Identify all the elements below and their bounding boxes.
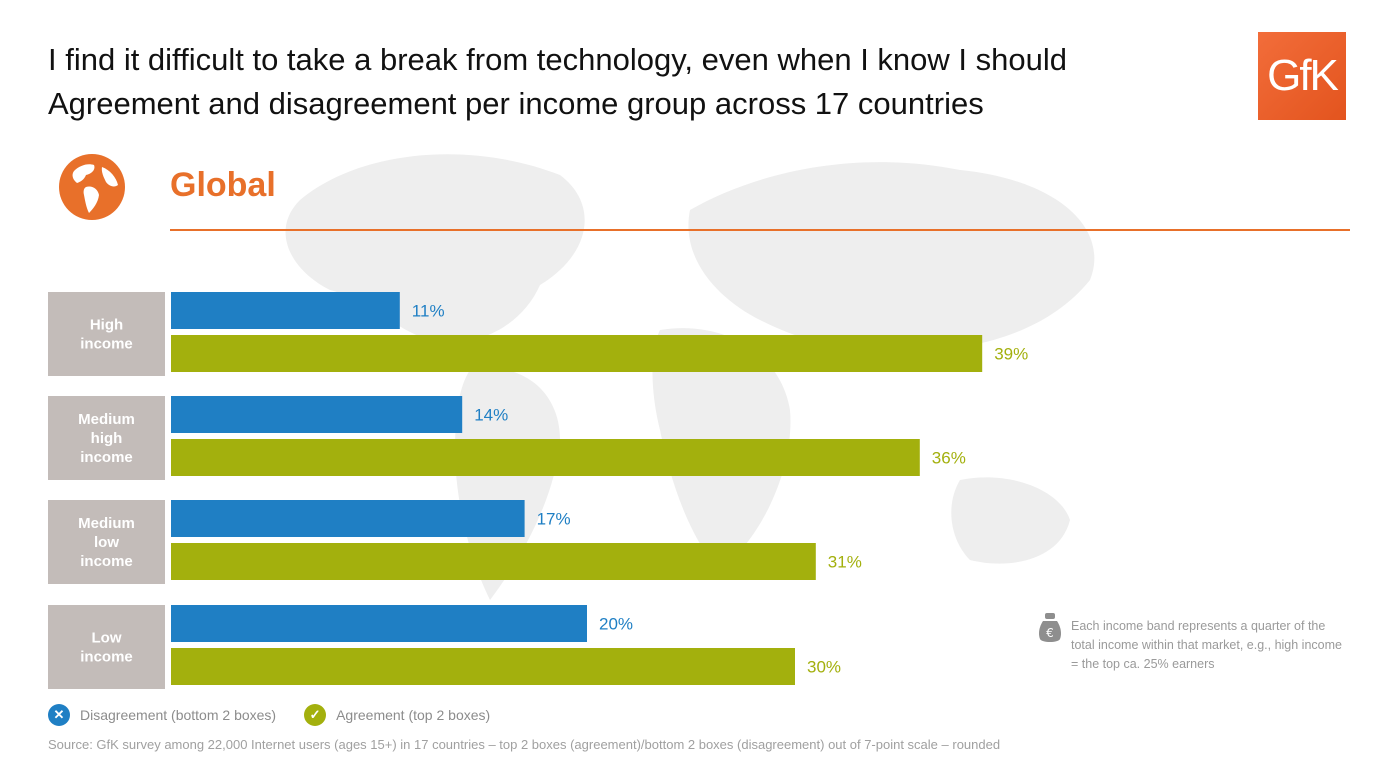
category-box (48, 396, 165, 480)
category-label: High (90, 317, 123, 334)
data-label-disagreement: 14% (474, 406, 508, 425)
region-divider (170, 229, 1350, 231)
gfk-logo: GfK (1258, 32, 1346, 120)
category-label: high (91, 430, 123, 447)
svg-text:€: € (1046, 626, 1054, 640)
title-line-2: Agreement and disagreement per income gr… (48, 86, 984, 121)
title-line-1: I find it difficult to take a break from… (48, 42, 1067, 77)
bar-disagreement (171, 605, 587, 642)
income-band-note: Each income band represents a quarter of… (1071, 619, 1342, 671)
bar-agreement (171, 648, 795, 685)
category-box (48, 500, 165, 584)
bar-agreement (171, 439, 920, 476)
category-box (48, 605, 165, 689)
legend-item-agreement: ✓ Agreement (top 2 boxes) (304, 704, 490, 726)
category-label: Medium (78, 515, 135, 532)
legend-item-disagreement: ✕ Disagreement (bottom 2 boxes) (48, 704, 276, 726)
legend-label-agreement: Agreement (top 2 boxes) (336, 707, 491, 723)
category-label: low (94, 534, 119, 551)
bar-disagreement (171, 292, 400, 329)
chart-legend: ✕ Disagreement (bottom 2 boxes) ✓ Agreem… (48, 704, 518, 726)
source-note: Source: GfK survey among 22,000 Internet… (48, 737, 1001, 752)
category-label: income (80, 553, 133, 570)
logo-text: GfK (1267, 51, 1339, 100)
category-label: income (80, 449, 133, 466)
data-label-disagreement: 11% (412, 302, 445, 321)
data-label-agreement: 39% (994, 345, 1028, 364)
check-icon: ✓ (304, 704, 327, 726)
legend-label-disagreement: Disagreement (bottom 2 boxes) (80, 707, 277, 723)
category-label: Low (92, 630, 122, 647)
category-label: Medium (78, 411, 135, 428)
page-title: I find it difficult to take a break from… (48, 38, 1067, 126)
category-box (48, 292, 165, 376)
category-label: income (80, 336, 133, 353)
data-label-disagreement: 20% (599, 615, 633, 634)
data-label-agreement: 36% (932, 449, 966, 468)
data-label-agreement: 31% (828, 553, 862, 572)
globe-icon (59, 154, 125, 220)
bar-agreement (171, 543, 816, 580)
bar-disagreement (171, 500, 525, 537)
data-label-agreement: 30% (807, 658, 841, 677)
region-title: Global (170, 166, 276, 204)
category-label: income (80, 649, 133, 666)
money-bag-icon: € (1039, 613, 1061, 642)
x-icon: ✕ (48, 704, 70, 726)
bar-disagreement (171, 396, 463, 433)
bar-agreement (171, 335, 983, 372)
data-label-disagreement: 17% (537, 510, 571, 529)
